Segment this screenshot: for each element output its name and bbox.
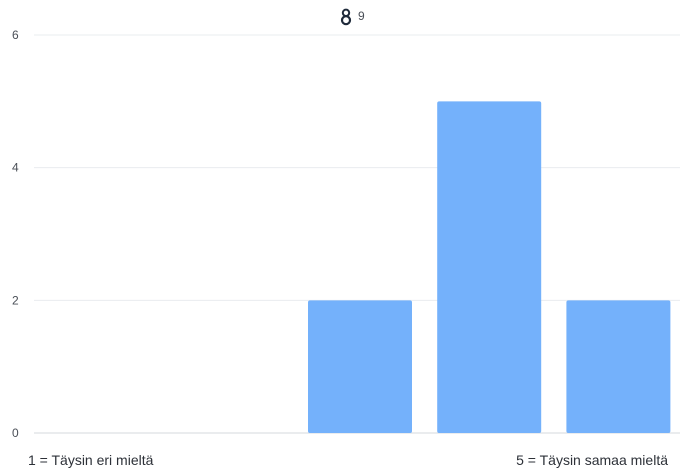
bars [308,101,671,433]
y-tick-label: 4 [12,161,19,175]
scale-max-label: 5 = Täysin samaa mieltä [516,452,668,468]
scale-min-label: 1 = Täysin eri mieltä [28,452,154,468]
y-tick-label: 6 [12,28,19,42]
bar-5[interactable] [566,300,671,433]
person-icon [340,8,352,26]
respondent-count: 9 [340,8,365,26]
y-tick-label: 2 [12,293,19,307]
respondent-count-value: 9 [358,9,365,23]
y-tick-label: 0 [12,426,19,440]
bar-4[interactable] [437,101,542,433]
bar-3[interactable] [308,300,412,433]
y-axis-ticks: 0 2 4 6 [12,28,19,440]
